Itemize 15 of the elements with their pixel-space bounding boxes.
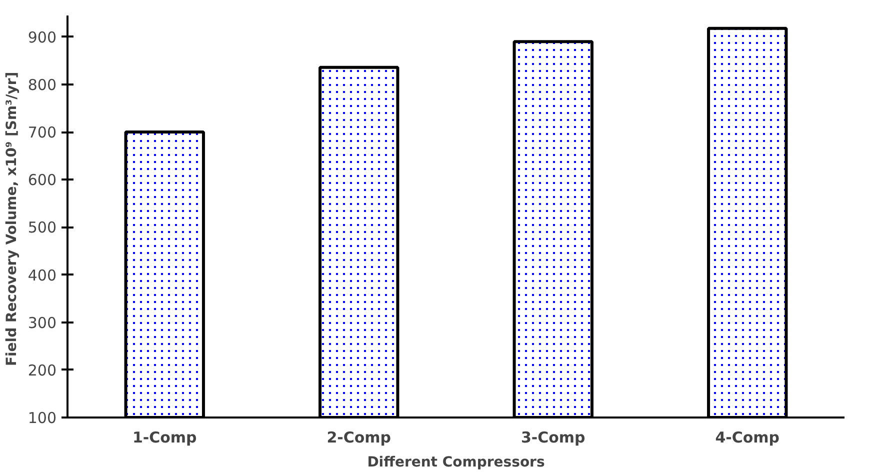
y-tick-label: 800 bbox=[28, 76, 57, 94]
x-tick-label: 3-Comp bbox=[520, 428, 586, 446]
y-tick-label: 200 bbox=[28, 361, 57, 380]
y-tick-label: 600 bbox=[28, 171, 57, 190]
x-tick-label: 4-Comp bbox=[715, 428, 780, 446]
y-tick-label: 300 bbox=[28, 314, 57, 332]
x-tick-label: 1-Comp bbox=[132, 428, 198, 446]
y-tick-label: 100 bbox=[28, 409, 57, 427]
x-axis-title: Different Compressors bbox=[367, 454, 545, 470]
y-tick-label: 900 bbox=[28, 28, 57, 46]
y-tick-label: 500 bbox=[28, 218, 57, 237]
y-tick-label: 400 bbox=[28, 266, 57, 284]
y-tick-label: 700 bbox=[28, 124, 57, 142]
x-tick-label: 2-Comp bbox=[326, 428, 392, 446]
y-axis-title: Field Recovery Volume, x10⁹ [Sm³/yr] bbox=[4, 72, 20, 366]
